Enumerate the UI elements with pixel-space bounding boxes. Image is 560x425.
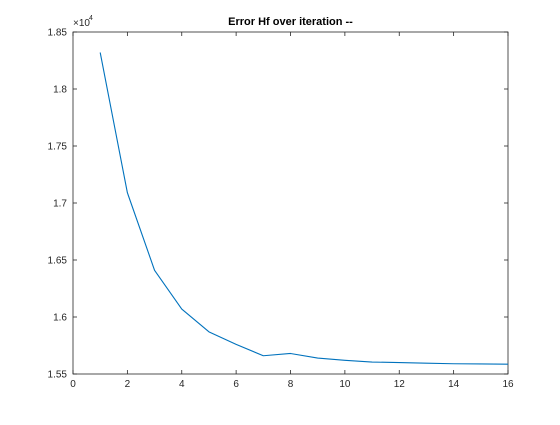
y-tick-label: 1.85 <box>48 28 68 39</box>
y-tick-label: 1.6 <box>53 313 67 324</box>
x-tick-label: 0 <box>70 379 76 390</box>
x-tick-label: 14 <box>448 379 460 390</box>
x-tick-label: 12 <box>394 379 406 390</box>
y-tick-label: 1.65 <box>48 256 68 267</box>
x-tick-label: 10 <box>339 379 351 390</box>
x-tick-label: 8 <box>288 379 294 390</box>
chart-title: Error Hf over iteration -- <box>228 16 353 28</box>
y-exponent-power: 4 <box>89 15 93 22</box>
y-exponent-base: ×10 <box>73 18 90 29</box>
y-tick-label: 1.55 <box>48 370 68 381</box>
x-tick-label: 2 <box>125 379 131 390</box>
x-tick-label: 16 <box>502 379 514 390</box>
x-tick-label: 6 <box>233 379 239 390</box>
y-tick-label: 1.8 <box>53 85 67 96</box>
plot-area <box>73 32 508 374</box>
y-tick-label: 1.75 <box>48 142 68 153</box>
y-tick-label: 1.7 <box>53 199 67 210</box>
x-tick-label: 4 <box>179 379 185 390</box>
